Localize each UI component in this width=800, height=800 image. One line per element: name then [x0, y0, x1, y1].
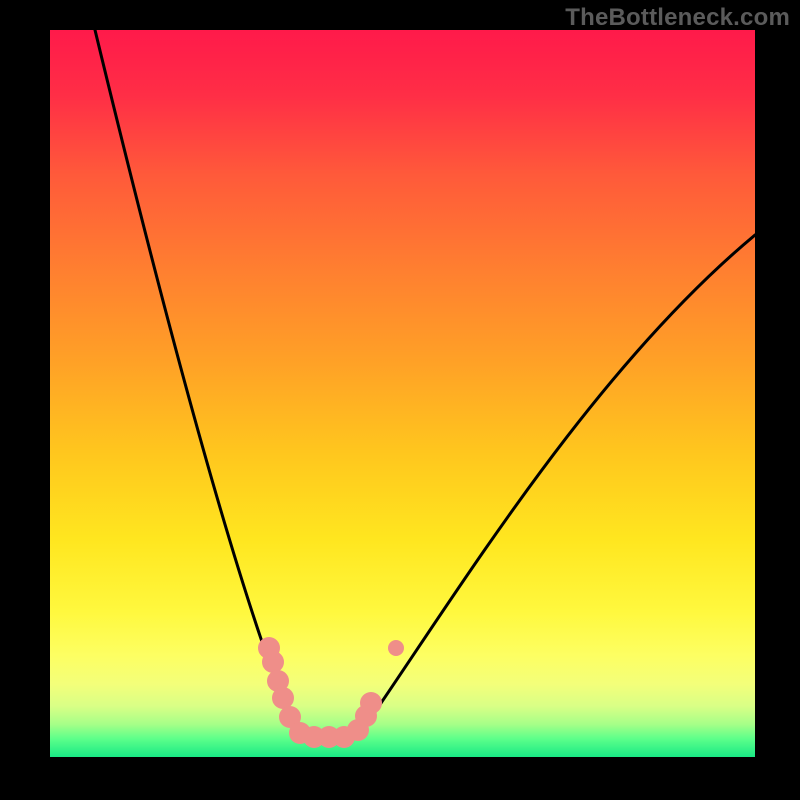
chart-stage: TheBottleneck.com [0, 0, 800, 800]
marker-worm-1 [262, 651, 284, 673]
watermark-text: TheBottleneck.com [565, 4, 790, 32]
chart-svg [0, 0, 800, 800]
marker-dot [388, 640, 404, 656]
marker-worm-3 [272, 687, 294, 709]
marker-worm-11 [360, 692, 382, 714]
